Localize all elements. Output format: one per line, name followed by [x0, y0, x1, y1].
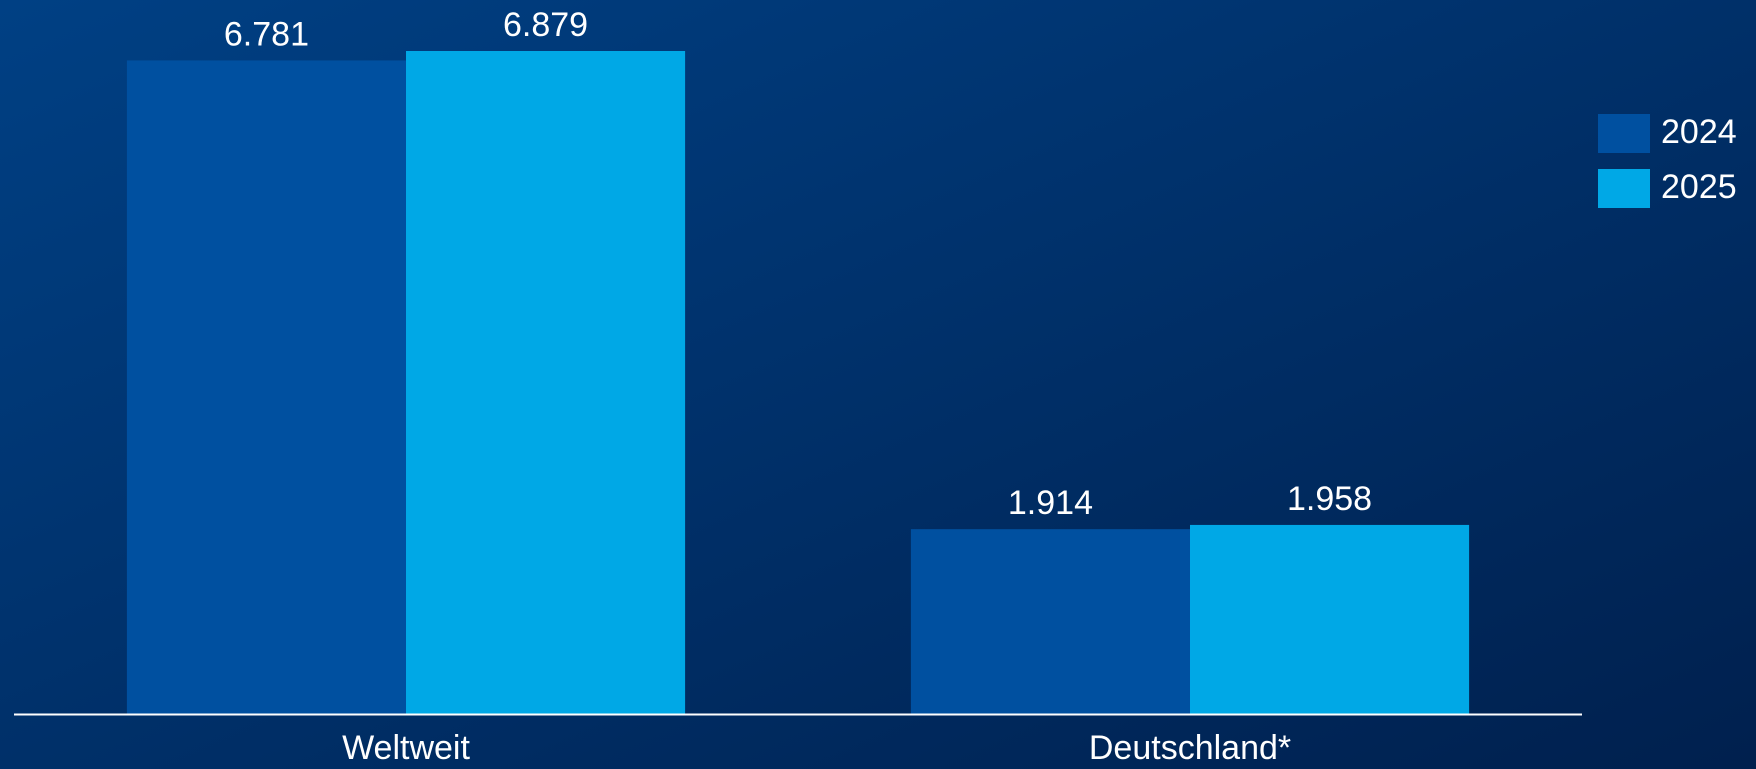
data-label: 1.914 [1008, 484, 1093, 522]
bar [126, 60, 407, 714]
legend-swatch [1598, 114, 1650, 153]
legend-label: 2025 [1661, 168, 1737, 206]
bar [1190, 524, 1470, 714]
bar [910, 529, 1190, 714]
legend-label: 2024 [1661, 113, 1737, 151]
legend-swatch [1598, 169, 1650, 208]
x-tick-label: Deutschland* [1089, 729, 1291, 767]
data-label: 1.958 [1287, 480, 1372, 518]
x-tick-label: Weltweit [342, 729, 470, 767]
data-label: 6.879 [503, 6, 588, 44]
data-label: 6.781 [224, 15, 309, 53]
bar [406, 51, 686, 714]
